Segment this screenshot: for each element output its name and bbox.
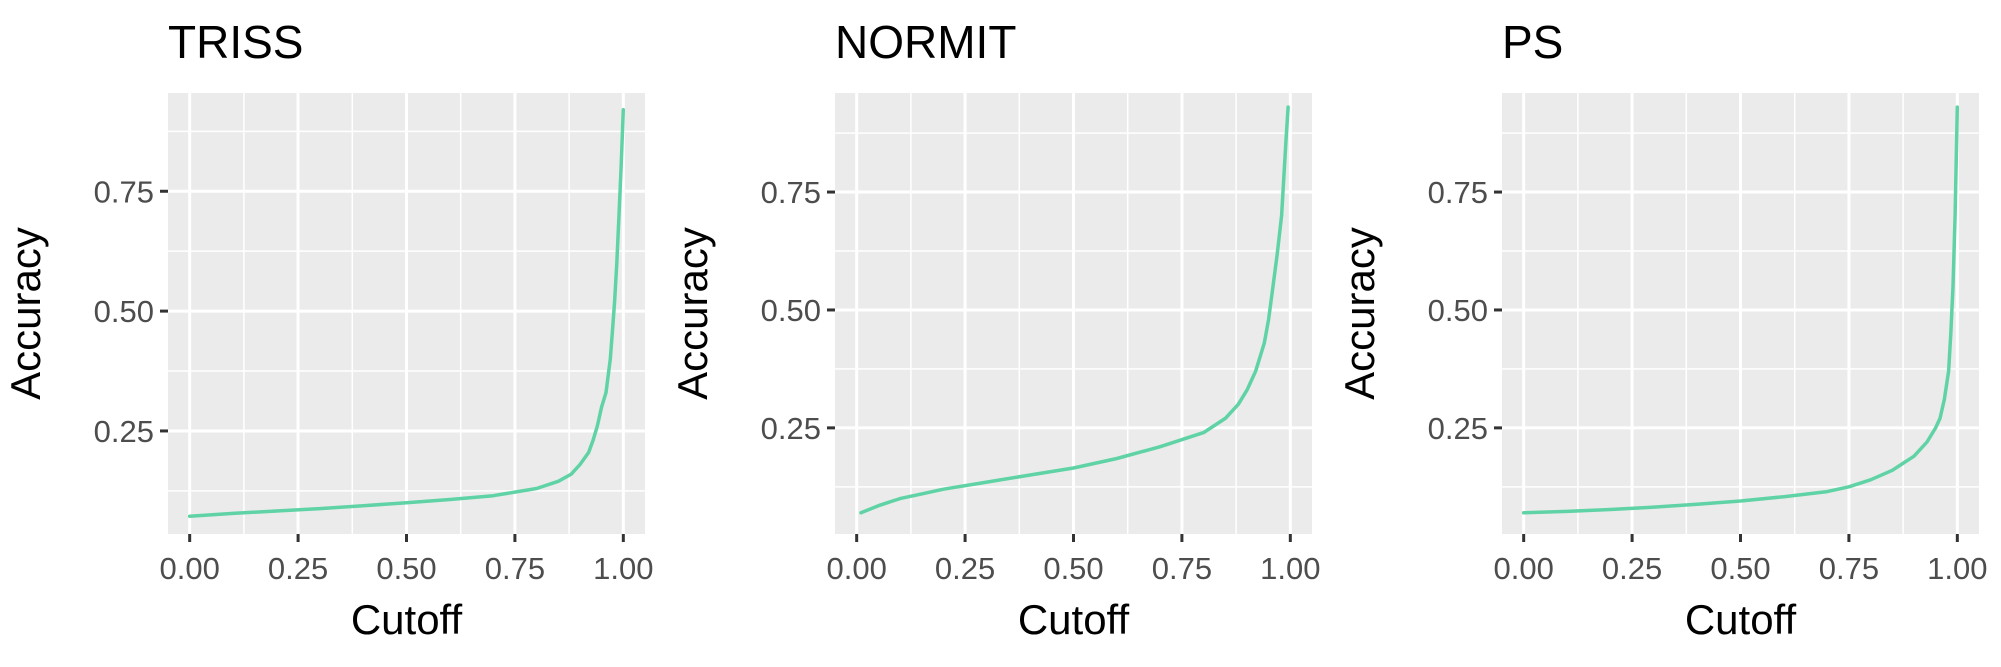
x-tick-label: 0.25 bbox=[268, 551, 328, 586]
x-tick-label: 0.00 bbox=[827, 551, 887, 586]
y-tick-label: 0.75 bbox=[761, 175, 821, 210]
y-tick-label: 0.25 bbox=[761, 411, 821, 446]
y-tick-label: 0.50 bbox=[761, 293, 821, 328]
x-tick-label: 1.00 bbox=[1927, 551, 1987, 586]
y-tick-label: 0.25 bbox=[94, 414, 154, 449]
y-tick-label: 0.50 bbox=[1428, 293, 1488, 328]
x-tick-label: 0.25 bbox=[1602, 551, 1662, 586]
chart-panel-1: 0.00 0.25 0.50 0.75 1.00 0.25 0.50 0.75 TRISS Cut… bbox=[2, 16, 653, 643]
chart-panel-3: 0.00 0.25 0.50 0.75 1.00 0.25 0.50 0.75 PS Cutoff… bbox=[1336, 16, 1987, 643]
chart-panel-2: 0.00 0.25 0.50 0.75 1.00 0.25 0.50 0.75 NORMIT Cu… bbox=[669, 16, 1320, 643]
x-tick-label: 0.00 bbox=[160, 551, 220, 586]
chart-title: NORMIT bbox=[835, 16, 1016, 68]
x-tick-label: 0.25 bbox=[935, 551, 995, 586]
chart-title: PS bbox=[1502, 16, 1563, 68]
series-line-1 bbox=[187, 108, 626, 519]
y-axis-title: Accuracy bbox=[669, 227, 716, 400]
x-tick-label: 1.00 bbox=[593, 551, 653, 586]
x-axis-title: Cutoff bbox=[351, 596, 463, 643]
y-axis-title: Accuracy bbox=[1336, 227, 1383, 400]
x-tick-label: 0.50 bbox=[1710, 551, 1770, 586]
y-tick-label: 0.50 bbox=[94, 294, 154, 329]
y-tick-label: 0.25 bbox=[1428, 411, 1488, 446]
x-tick-label: 0.75 bbox=[1819, 551, 1879, 586]
x-tick-label: 1.00 bbox=[1260, 551, 1320, 586]
x-tick-label: 0.50 bbox=[376, 551, 436, 586]
x-axis-title: Cutoff bbox=[1018, 596, 1130, 643]
chart-title: TRISS bbox=[168, 16, 303, 68]
y-tick-label: 0.75 bbox=[94, 174, 154, 209]
x-tick-label: 0.00 bbox=[1494, 551, 1554, 586]
x-tick-label: 0.50 bbox=[1043, 551, 1103, 586]
y-axis-title: Accuracy bbox=[2, 227, 49, 400]
series-line-1 bbox=[859, 105, 1290, 515]
y-tick-label: 0.75 bbox=[1428, 175, 1488, 210]
x-tick-label: 0.75 bbox=[485, 551, 545, 586]
x-axis-title: Cutoff bbox=[1685, 596, 1797, 643]
series-line-1 bbox=[1521, 105, 1960, 515]
x-tick-label: 0.75 bbox=[1152, 551, 1212, 586]
